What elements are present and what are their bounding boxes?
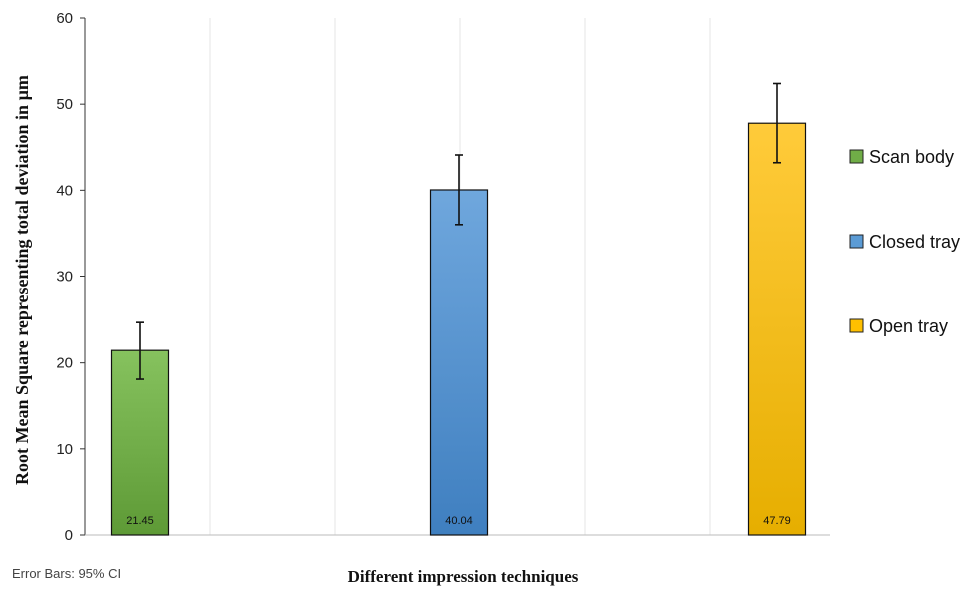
error-bar-scan-body <box>136 321 144 380</box>
data-label-open-tray: 47.79 <box>763 515 791 527</box>
data-label-closed-tray: 40.04 <box>445 515 473 527</box>
bar-scan-body <box>110 349 170 536</box>
legend-label-scan-body: Scan body <box>869 147 954 167</box>
error-bar-closed-tray <box>455 154 463 226</box>
y-tick-label-40: 40 <box>56 182 73 199</box>
legend-swatch-open-tray <box>849 318 864 333</box>
y-tick-label-50: 50 <box>56 96 73 113</box>
legend-swatch-closed-tray <box>849 234 864 249</box>
y-tick-label-30: 30 <box>56 269 73 286</box>
y-axis: 0 10 20 30 40 50 60 <box>56 10 830 544</box>
y-axis-label: Root Mean Square representing total devi… <box>12 75 32 485</box>
legend-label-closed-tray: Closed tray <box>869 232 960 252</box>
error-bar-open-tray <box>773 82 781 164</box>
y-tick-label-60: 60 <box>56 10 73 27</box>
legend: Scan body Closed tray Open tray <box>849 147 960 336</box>
y-tick-label-0: 0 <box>65 527 73 544</box>
bars <box>110 122 807 536</box>
x-axis-label: Different impression techniques <box>348 567 579 586</box>
legend-swatch-scan-body <box>849 149 864 164</box>
bar-closed-tray <box>429 189 489 536</box>
bar-open-tray <box>747 122 807 536</box>
error-bars-note: Error Bars: 95% CI <box>12 566 121 581</box>
y-tick-label-10: 10 <box>56 441 73 458</box>
error-bars <box>136 82 781 380</box>
y-tick-label-20: 20 <box>56 355 73 372</box>
data-label-scan-body: 21.45 <box>126 515 154 527</box>
legend-label-open-tray: Open tray <box>869 316 948 336</box>
data-labels: 21.45 40.04 47.79 <box>126 515 791 527</box>
